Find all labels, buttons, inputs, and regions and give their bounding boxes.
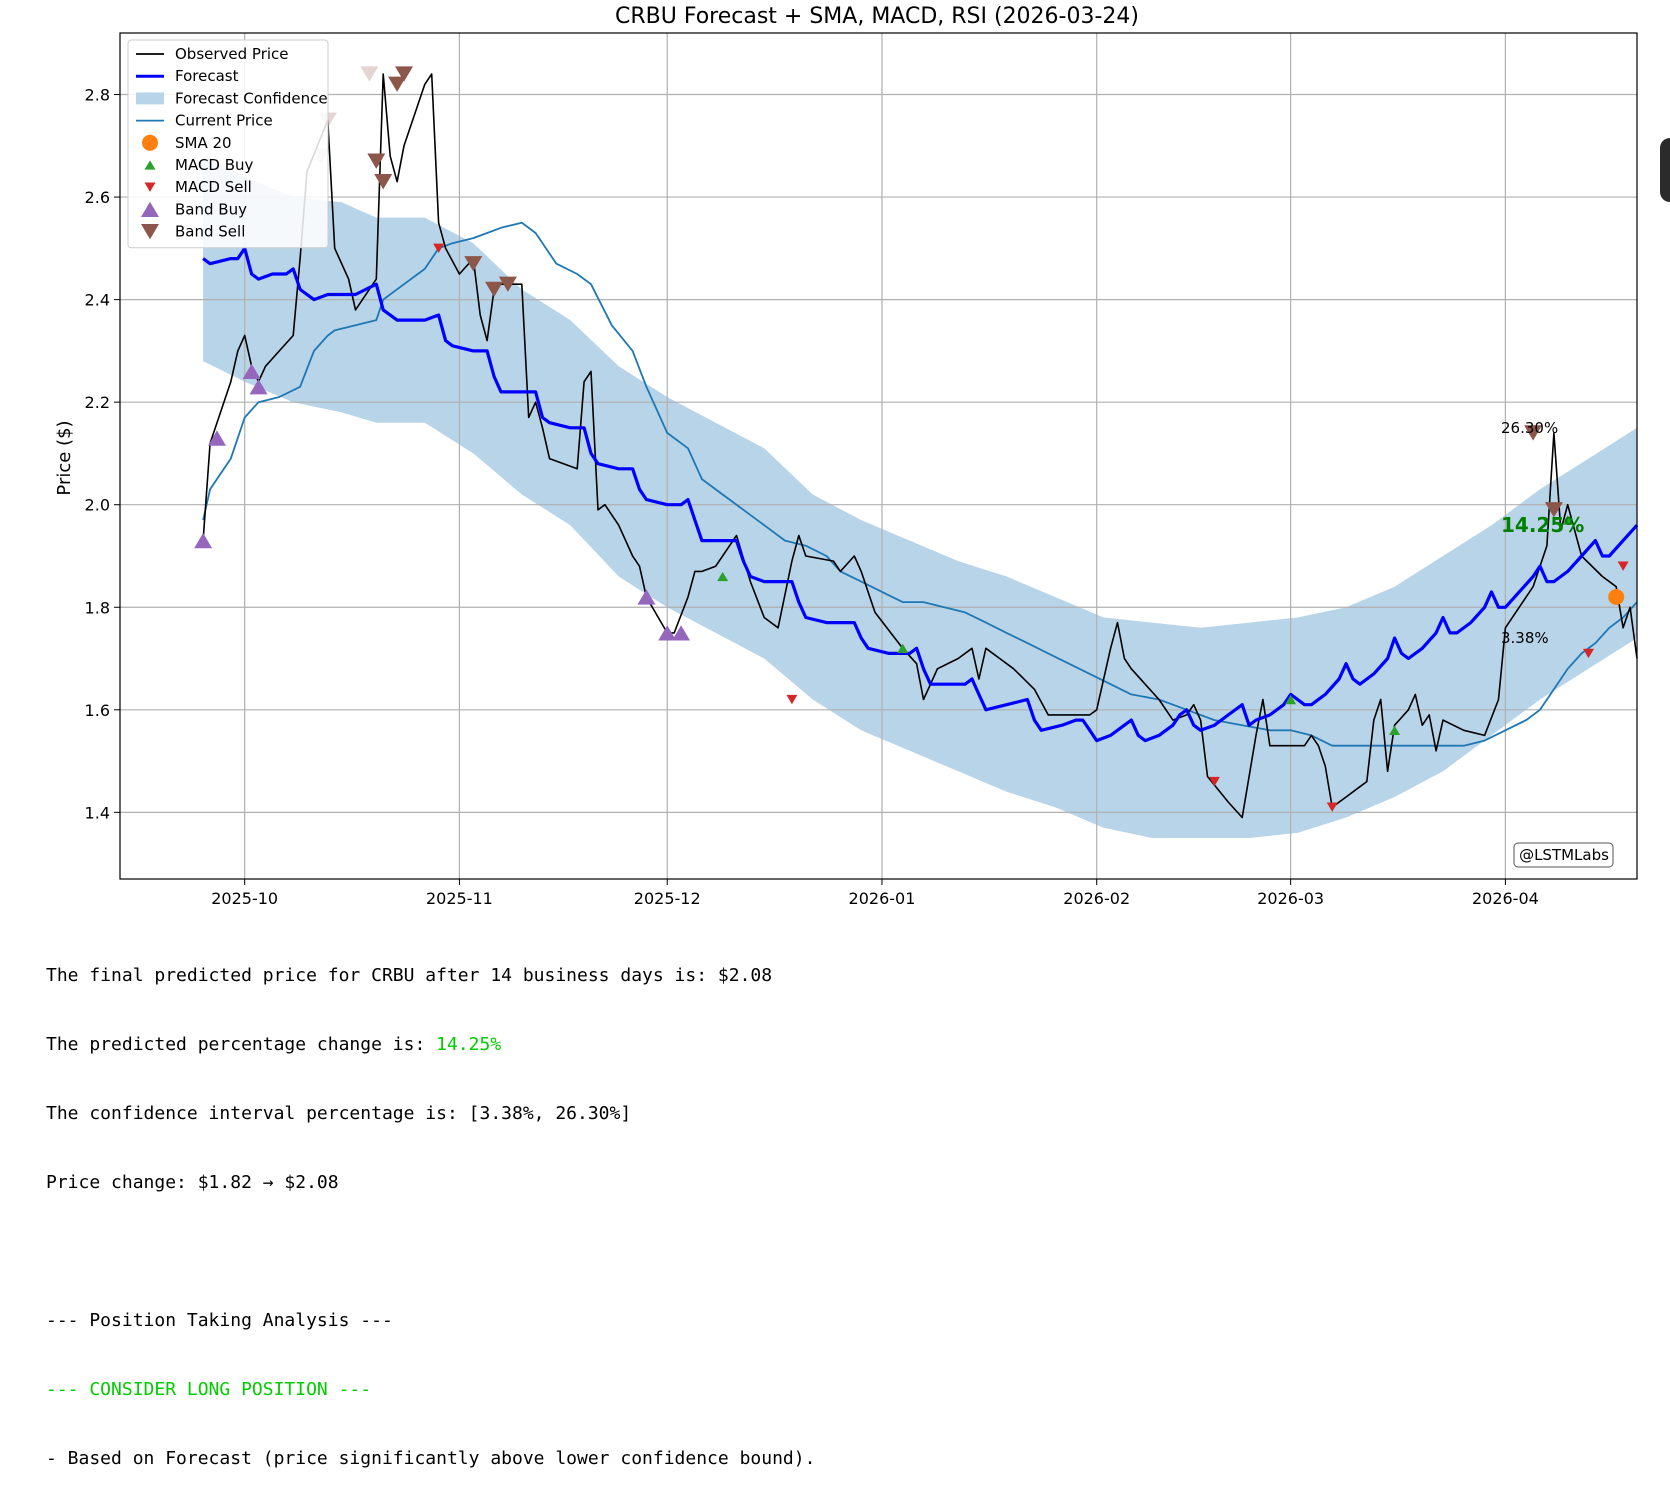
- forecast-report: The final predicted price for CRBU after…: [46, 918, 815, 1493]
- edge-tab[interactable]: [1660, 138, 1670, 202]
- y-tick-label: 1.4: [85, 803, 110, 822]
- y-tick-label: 2.2: [85, 393, 110, 412]
- plot-frame: [119, 32, 1638, 880]
- legend-label: Band Sell: [175, 223, 245, 241]
- report-final-price: The final predicted price for CRBU after…: [46, 964, 815, 987]
- y-tick-label: 2.8: [85, 86, 110, 105]
- confidence-band: [203, 156, 1638, 839]
- report-final-price-value: $2.08: [717, 965, 773, 986]
- y-axis-label: Price ($): [54, 420, 75, 495]
- legend-label: Forecast: [175, 67, 239, 85]
- legend-swatch: [141, 201, 159, 218]
- band-sell-marker: [360, 66, 379, 82]
- band-sell-marker: [395, 66, 414, 82]
- macd-buy-marker: [1389, 725, 1401, 735]
- legend-label: SMA 20: [175, 134, 232, 152]
- legend-label: Forecast Confidence: [175, 89, 328, 107]
- report-pct-change-text: The predicted percentage change is:: [46, 1034, 437, 1055]
- forecast-pct-label: 14.25%: [1501, 513, 1584, 537]
- legend-swatch: [142, 134, 158, 151]
- report-price-change: Price change: $1.82 → $2.08: [46, 1172, 339, 1193]
- macd-buy-marker: [897, 643, 909, 653]
- macd-buy-marker: [1285, 694, 1297, 705]
- x-tick-label: 2026-01: [849, 889, 916, 908]
- sma20-marker: [1608, 589, 1625, 605]
- forecast-chart: CRBU Forecast + SMA, MACD, RSI (2026-03-…: [54, 4, 1639, 908]
- report-analysis-heading: --- Position Taking Analysis ---: [46, 1310, 393, 1331]
- y-tick-label: 2.4: [85, 291, 110, 310]
- watermark-label: @LSTMLabs: [1519, 846, 1609, 864]
- band-sell-marker: [367, 153, 386, 169]
- observed-price-line: [202, 73, 1638, 819]
- y-tick-label: 1.8: [85, 598, 110, 617]
- band-sell-marker: [498, 276, 517, 292]
- report-confidence: The confidence interval percentage is: […: [46, 1103, 632, 1124]
- x-tick-label: 2026-03: [1257, 889, 1324, 908]
- report-spacer: [46, 1240, 815, 1263]
- x-tick-label: 2025-11: [426, 889, 493, 908]
- macd-buy-marker: [1562, 515, 1574, 525]
- legend-label: Band Buy: [175, 200, 247, 218]
- forecast-line: [202, 246, 1639, 743]
- watermark-box: [1513, 842, 1614, 868]
- legend-swatch: [144, 182, 156, 192]
- legend-label: MACD Sell: [175, 178, 252, 196]
- legend-box: [127, 39, 329, 249]
- band-buy-marker: [672, 625, 691, 641]
- macd-sell-marker: [1326, 802, 1338, 812]
- chart-title: CRBU Forecast + SMA, MACD, RSI (2026-03-…: [615, 4, 1139, 29]
- macd-sell-marker: [786, 694, 798, 705]
- y-tick-label: 1.6: [85, 701, 110, 720]
- legend-swatch: [141, 223, 159, 240]
- legend-label: Observed Price: [175, 45, 289, 63]
- y-tick-label: 2.0: [85, 496, 110, 515]
- x-tick-label: 2025-10: [211, 889, 278, 908]
- upper-bound-label: 26.30%: [1501, 419, 1558, 437]
- report-final-price-text: The final predicted price for CRBU after…: [46, 965, 718, 986]
- report-pct-change: The predicted percentage change is: 14.2…: [46, 1033, 815, 1056]
- band-sell-marker: [1544, 502, 1563, 518]
- lower-bound-label: 3.38%: [1501, 629, 1549, 647]
- band-buy-marker: [207, 430, 226, 446]
- band-sell-marker: [464, 256, 483, 272]
- macd-sell-marker: [1617, 561, 1629, 571]
- x-tick-label: 2026-02: [1063, 889, 1130, 908]
- legend-swatch: [136, 92, 164, 105]
- x-tick-label: 2025-12: [634, 889, 701, 908]
- legend-label: Current Price: [175, 112, 273, 130]
- band-sell-marker: [388, 76, 407, 92]
- macd-sell-marker: [1208, 776, 1220, 787]
- current-price-line: [202, 221, 1638, 747]
- macd-sell-marker: [1583, 648, 1595, 659]
- band-sell-marker: [374, 174, 393, 190]
- y-tick-label: 2.6: [85, 188, 110, 207]
- band-buy-marker: [637, 589, 656, 605]
- macd-sell-marker: [433, 243, 445, 254]
- band-buy-marker: [194, 532, 213, 549]
- band-buy-marker: [249, 379, 268, 395]
- band-sell-marker: [485, 281, 504, 298]
- report-position: --- CONSIDER LONG POSITION ---: [46, 1379, 372, 1400]
- legend-swatch: [144, 160, 156, 170]
- report-pct-change-value: 14.25%: [436, 1034, 502, 1055]
- x-tick-label: 2026-04: [1472, 889, 1539, 908]
- plot-area: 1.4 1.6 1.8 2.0 2.2 2.4 2.6 2.8 2025-10 2025-11 20…: [85, 32, 1639, 908]
- legend-label: MACD Buy: [175, 156, 254, 174]
- band-buy-marker: [658, 625, 677, 641]
- band-sell-marker: [1524, 425, 1543, 441]
- macd-buy-marker: [717, 571, 729, 582]
- band-buy-marker: [242, 363, 261, 380]
- report-basis: - Based on Forecast (price significantly…: [46, 1448, 816, 1469]
